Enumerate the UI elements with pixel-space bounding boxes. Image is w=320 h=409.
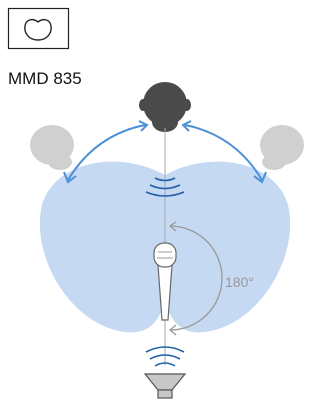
angle-label: 180° (225, 274, 254, 290)
side-head-right (260, 125, 304, 170)
pattern-icon-box (9, 9, 69, 49)
speaker (145, 374, 185, 398)
diagram: MMD 835 180° (0, 0, 308, 409)
side-head-left (30, 125, 74, 170)
model-title: MMD 835 (8, 69, 82, 88)
